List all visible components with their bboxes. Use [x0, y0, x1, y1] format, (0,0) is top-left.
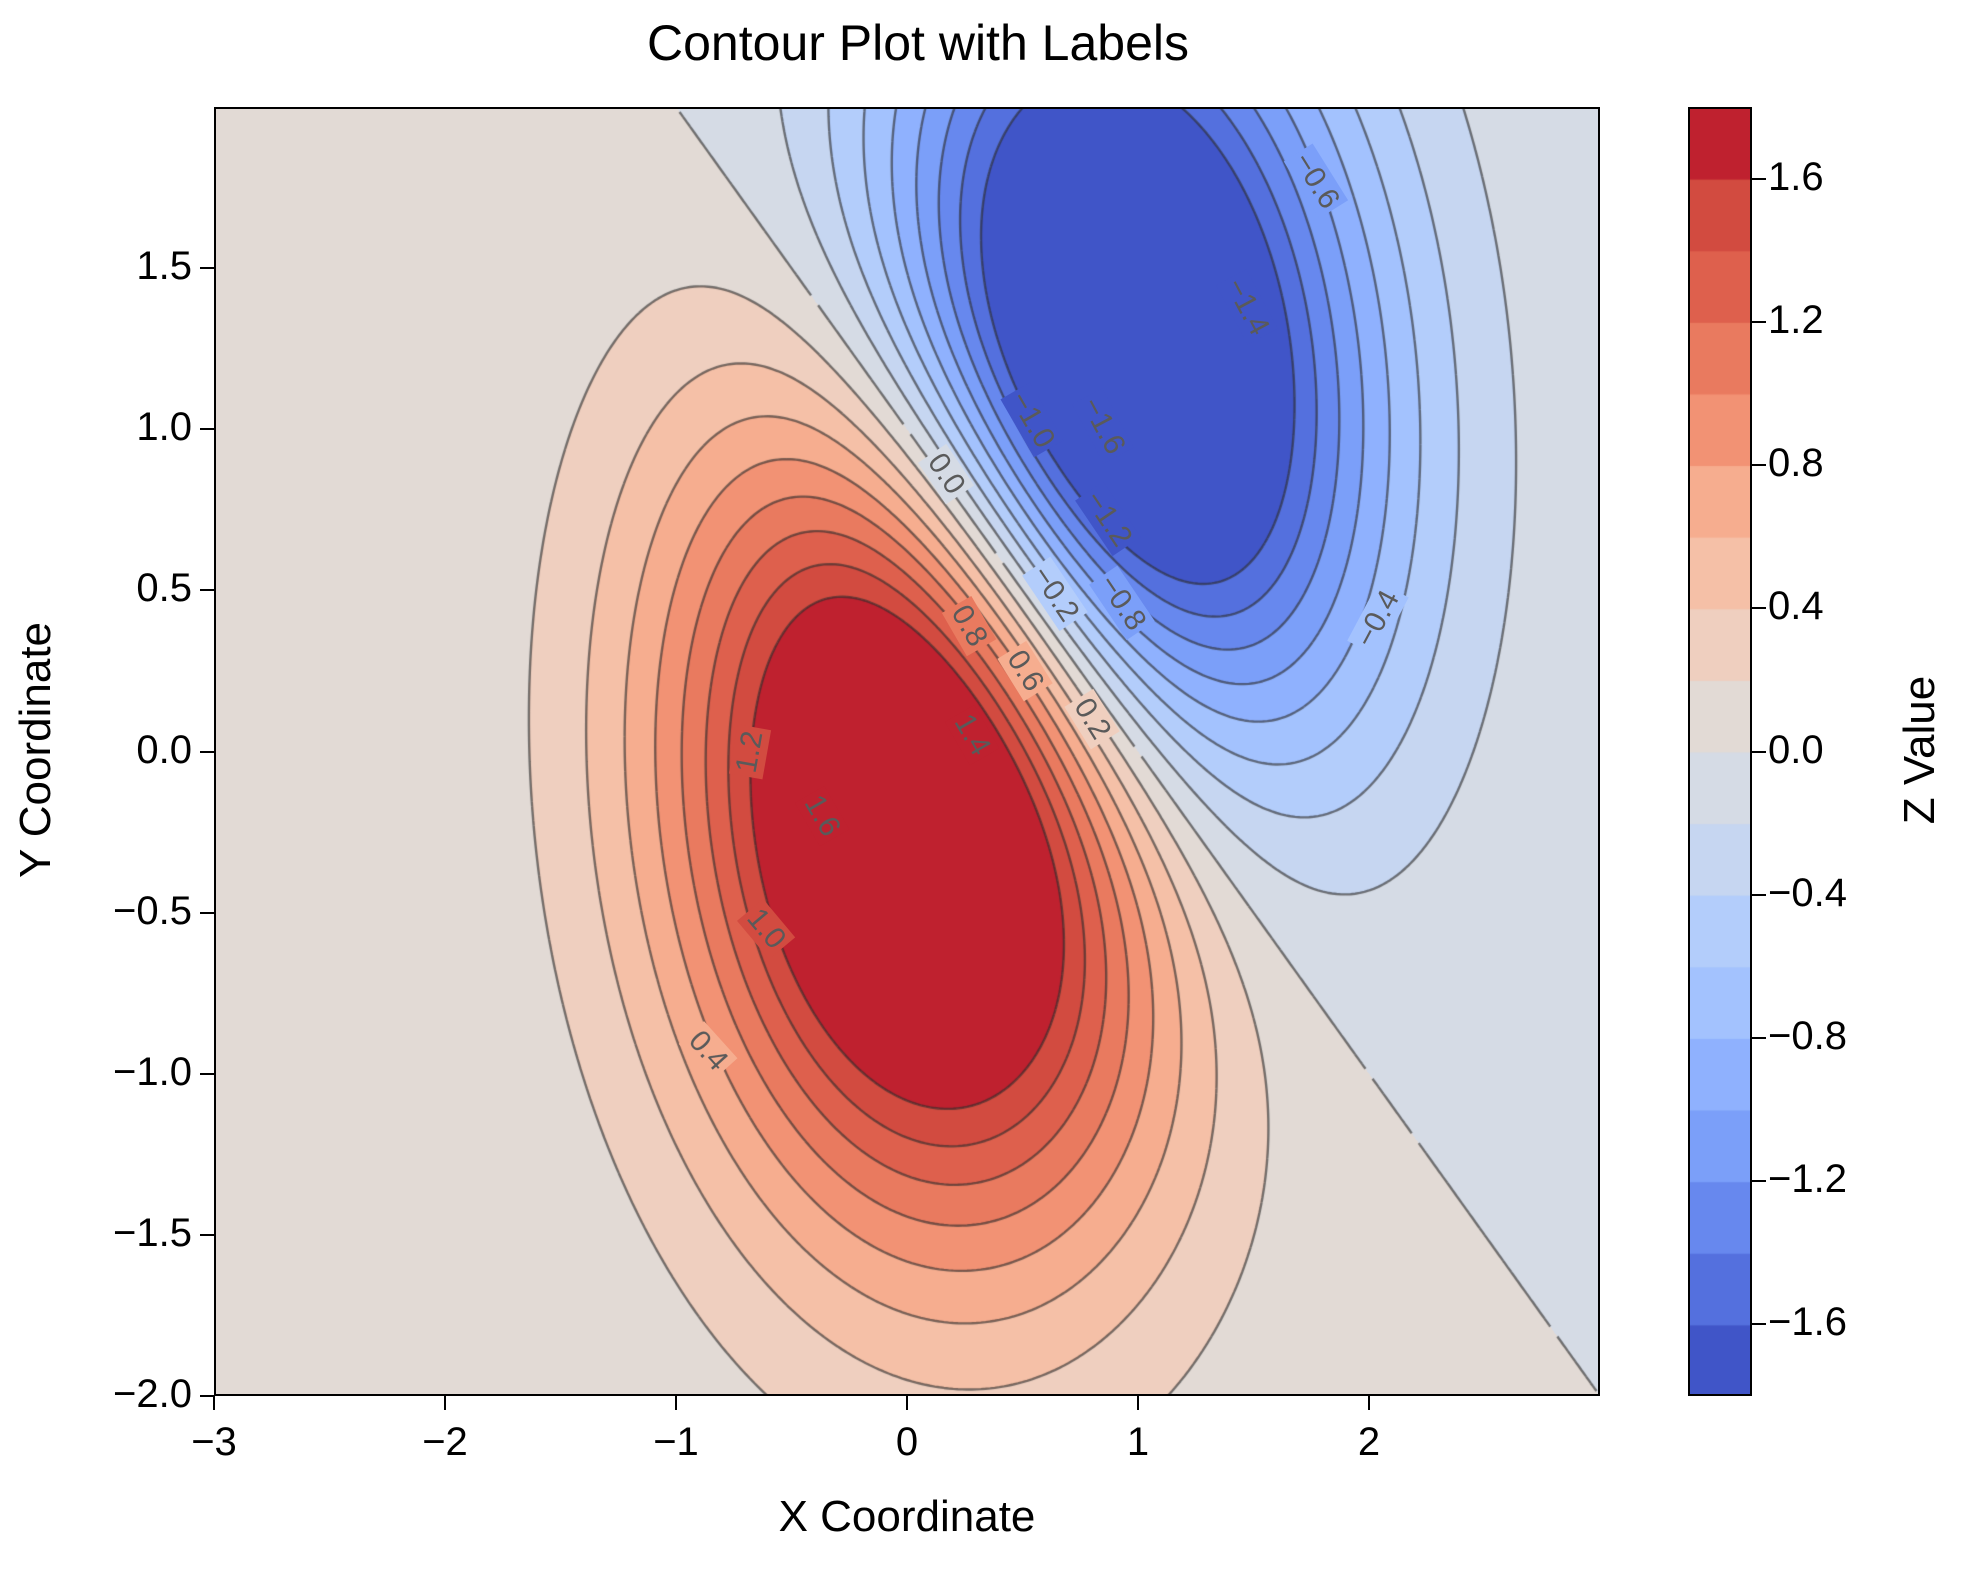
colorbar-tick-mark	[1752, 1323, 1766, 1326]
x-tick-label: 0	[895, 1420, 919, 1464]
colorbar-tick-mark	[1752, 320, 1766, 323]
x-axis-label: X Coordinate	[778, 1492, 1036, 1541]
x-tick-mark	[1137, 1396, 1139, 1410]
colorbar-tick-label: −1.6	[1768, 1300, 1847, 1345]
x-tick-mark	[906, 1396, 908, 1410]
y-tick-label: −2.0	[113, 1372, 192, 1416]
y-tick-mark	[200, 1395, 214, 1397]
y-axis-label: Y Coordinate	[11, 621, 60, 879]
x-tick-mark	[675, 1396, 677, 1410]
x-tick-mark	[213, 1396, 215, 1410]
colorbar-tick-label: −0.8	[1768, 1013, 1847, 1058]
colorbar-tick-label: −0.4	[1768, 870, 1847, 915]
y-tick-label: −1.5	[113, 1210, 192, 1255]
y-tick-mark	[200, 428, 214, 431]
y-tick-label: 0.0	[136, 727, 192, 772]
colorbar-tick-mark	[1752, 607, 1766, 610]
chart-title: Contour Plot with Labels	[647, 15, 1189, 71]
x-tick-label: −2	[422, 1420, 468, 1464]
y-tick-mark	[200, 267, 214, 270]
y-tick-label: 1.0	[136, 405, 192, 450]
colorbar	[1688, 107, 1752, 1396]
y-tick-mark	[200, 750, 214, 753]
y-tick-label: 1.5	[136, 244, 192, 289]
colorbar-tick-mark	[1752, 750, 1766, 753]
colorbar-label: Z Value	[1895, 675, 1944, 825]
colorbar-tick-mark	[1752, 1036, 1766, 1039]
colorbar-tick-label: −1.2	[1768, 1157, 1847, 1202]
plot-frame	[214, 107, 1600, 1396]
x-tick-label: −1	[653, 1420, 699, 1464]
y-tick-label: −0.5	[113, 888, 192, 933]
x-tick-label: 1	[1126, 1420, 1150, 1464]
x-tick-mark	[444, 1396, 446, 1410]
y-tick-label: 0.5	[136, 566, 192, 611]
y-tick-label: −1.0	[113, 1049, 192, 1094]
x-tick-label: −3	[191, 1420, 237, 1464]
x-tick-label: 2	[1357, 1420, 1381, 1464]
colorbar-tick-mark	[1752, 893, 1766, 896]
colorbar-tick-label: 1.6	[1768, 154, 1824, 199]
contour-plot-area	[214, 107, 1600, 1396]
colorbar-tick-mark	[1752, 464, 1766, 467]
x-tick-mark	[1368, 1396, 1370, 1410]
colorbar-tick-label: 1.2	[1768, 297, 1824, 342]
y-tick-mark	[200, 911, 214, 914]
colorbar-tick-label: 0.0	[1768, 727, 1824, 772]
y-tick-mark	[200, 1233, 214, 1236]
y-tick-mark	[200, 589, 214, 592]
colorbar-tick-mark	[1752, 177, 1766, 180]
y-tick-mark	[200, 1072, 214, 1075]
colorbar-frame	[1688, 107, 1752, 1396]
colorbar-tick-mark	[1752, 1180, 1766, 1183]
colorbar-tick-label: 0.4	[1768, 584, 1824, 629]
colorbar-tick-label: 0.8	[1768, 441, 1824, 486]
